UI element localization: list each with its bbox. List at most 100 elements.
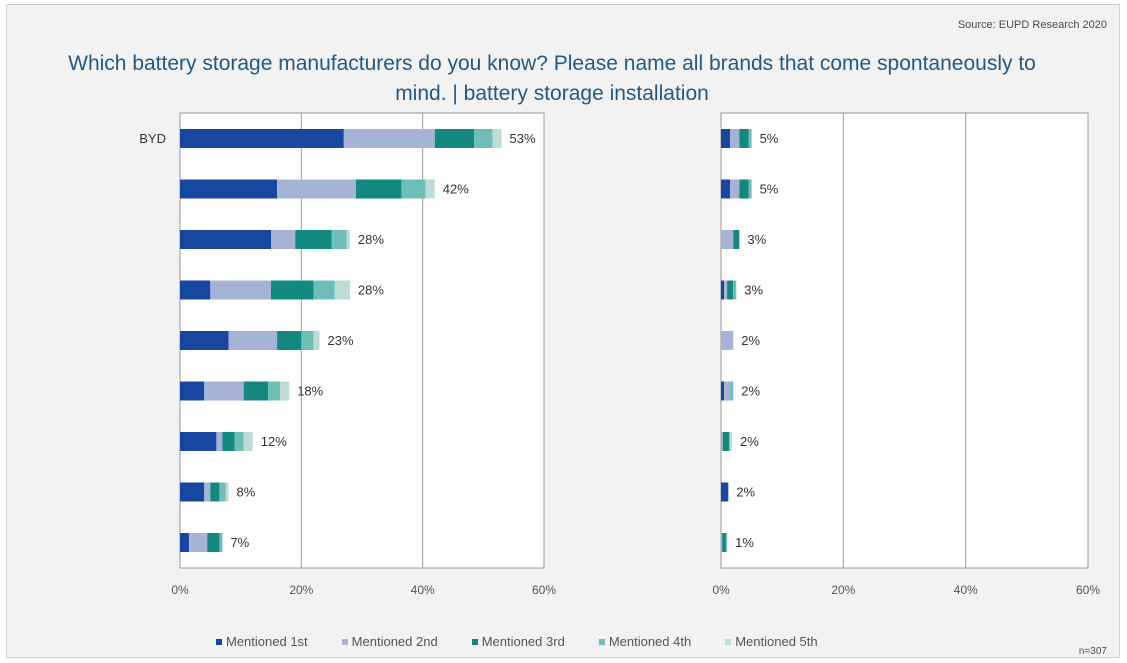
bar-segment (331, 230, 347, 249)
bar-segment (243, 381, 268, 401)
bar-segment (727, 280, 734, 300)
total-label: 7% (230, 535, 249, 550)
bar-segment (210, 280, 271, 300)
legend-item: Mentioned 3rd (471, 634, 565, 649)
bar-segment (434, 129, 475, 148)
bar-segment (748, 179, 752, 199)
bar-segment (180, 280, 211, 300)
legend-item: Mentioned 1st (216, 634, 308, 649)
source-note: Source: EUPD Research 2020 (957, 19, 1107, 31)
bar-segment (721, 432, 723, 451)
total-label: 3% (747, 232, 766, 247)
total-label: 28% (358, 232, 384, 247)
total-label: 12% (261, 434, 287, 449)
bar-segment (216, 432, 223, 451)
total-label: 18% (297, 384, 323, 399)
bar-segment (724, 280, 728, 300)
bar-segment (180, 482, 205, 502)
bar-segment (301, 331, 314, 350)
bar-segment (474, 129, 493, 148)
bar-segment (346, 230, 350, 249)
bar-segment (280, 381, 290, 401)
bar-segment (355, 179, 402, 199)
total-label: 5% (760, 182, 779, 197)
legend-label: Mentioned 5th (735, 634, 818, 649)
x-tick-label: 20% (831, 583, 855, 597)
bar-segment (425, 179, 435, 199)
bar-segment (180, 129, 344, 148)
bar-segment (271, 230, 296, 249)
bar-segment (733, 280, 737, 300)
x-tick-label: 0% (712, 583, 730, 597)
bar-segment (730, 381, 734, 401)
bar-segment (313, 331, 320, 350)
bar-segment (721, 230, 734, 249)
bar-segment (724, 381, 731, 401)
bar-segment (492, 129, 502, 148)
bar-segment (219, 482, 226, 502)
legend-swatch (471, 638, 478, 645)
bar-segment (295, 230, 332, 249)
bar-segment (234, 432, 244, 451)
total-label: 3% (744, 283, 763, 298)
bar-segment (180, 331, 229, 350)
bar-segment (204, 381, 244, 401)
legend-label: Mentioned 3rd (481, 634, 565, 649)
legend-swatch (725, 638, 732, 645)
total-label: 2% (740, 434, 759, 449)
bar-segment (721, 331, 734, 350)
bar-segment (730, 179, 740, 199)
legend-item: Mentioned 2nd (341, 634, 438, 649)
legend-item: Mentioned 4th (598, 634, 691, 649)
total-label: 2% (736, 485, 755, 500)
x-tick-label: 40% (411, 583, 435, 597)
total-label: 8% (237, 485, 256, 500)
bar-segment (180, 432, 217, 451)
bar-segment (219, 533, 223, 552)
bar-segment (721, 179, 731, 199)
bar-segment (277, 331, 302, 350)
total-label: 53% (510, 131, 536, 146)
bar-segment (267, 381, 281, 401)
legend-swatch (598, 638, 605, 645)
bar-segment (722, 432, 729, 451)
bar-segment (313, 280, 335, 300)
plot-area (720, 112, 1089, 569)
total-label: 42% (443, 182, 469, 197)
x-tick-label: 40% (954, 583, 978, 597)
x-tick-label: 60% (1076, 583, 1100, 597)
total-label: 5% (760, 131, 779, 146)
legend: Mentioned 1st Mentioned 2nd Mentioned 3rd M… (216, 634, 818, 649)
bar-segment (334, 280, 350, 300)
bar-segment (401, 179, 426, 199)
bar-segment (277, 179, 356, 199)
bar-segment (243, 432, 253, 451)
bar-segment (721, 482, 729, 502)
bar-segment (728, 432, 731, 451)
bar-segment (222, 432, 235, 451)
legend-swatch (216, 638, 222, 645)
legend-label: Mentioned 2nd (351, 634, 438, 649)
total-label: 28% (358, 283, 384, 298)
total-label: 23% (328, 333, 354, 348)
bar-segment (730, 432, 733, 451)
total-label: 2% (741, 333, 760, 348)
x-tick-label: 60% (532, 583, 556, 597)
bar-segment (748, 129, 752, 148)
bar-segment (721, 381, 725, 401)
bar-segment (739, 129, 749, 148)
bar-segment (180, 230, 271, 249)
legend-item: Mentioned 5th (725, 634, 818, 649)
bar-segment (180, 381, 205, 401)
bar-segment (733, 230, 740, 249)
x-tick-label: 20% (289, 583, 313, 597)
bar-segment (204, 482, 211, 502)
bar-segment (228, 331, 278, 350)
bar-segment (207, 533, 220, 552)
x-tick-label: 0% (171, 583, 189, 597)
bar-segment (180, 533, 190, 552)
chart-title: Which battery storage manufacturers do y… (68, 52, 1036, 105)
bar-segment (725, 533, 728, 552)
legend-label: Mentioned 1st (226, 634, 308, 649)
